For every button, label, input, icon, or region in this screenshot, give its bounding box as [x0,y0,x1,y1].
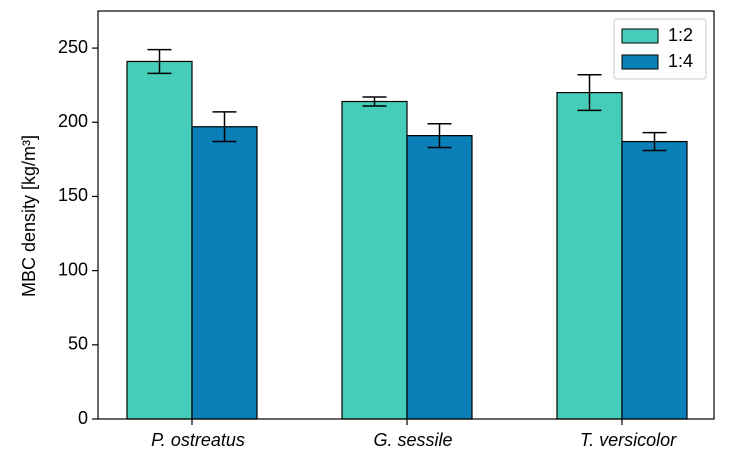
plot-frame [97,10,715,420]
bar [556,91,623,420]
y-tick-label: 150 [58,185,88,205]
legend-swatch [621,54,659,70]
x-tick-label: G. sessile [373,430,452,450]
bar [126,60,193,420]
legend-label: 1:4 [668,51,693,71]
x-tick-label: T. versicolor [580,430,677,450]
error-bar [642,131,667,152]
error-bar [427,123,452,149]
legend-swatch [621,28,659,44]
y-tick-label: 50 [68,334,88,354]
error-bar [362,96,387,107]
y-tick-label: 100 [58,259,88,279]
error-bar [147,48,172,75]
y-axis-label: MBC density [kg/m³] [19,135,39,297]
bar [406,135,473,420]
x-tick-label: P. ostreatus [151,430,245,450]
y-tick-label: 200 [58,111,88,131]
bar [191,126,258,420]
bar [621,140,688,420]
legend-label: 1:2 [668,25,693,45]
y-tick-label: 250 [58,37,88,57]
error-bar [577,74,602,112]
bar [341,100,408,420]
error-bar [212,111,237,143]
y-tick-label: 0 [78,408,88,428]
